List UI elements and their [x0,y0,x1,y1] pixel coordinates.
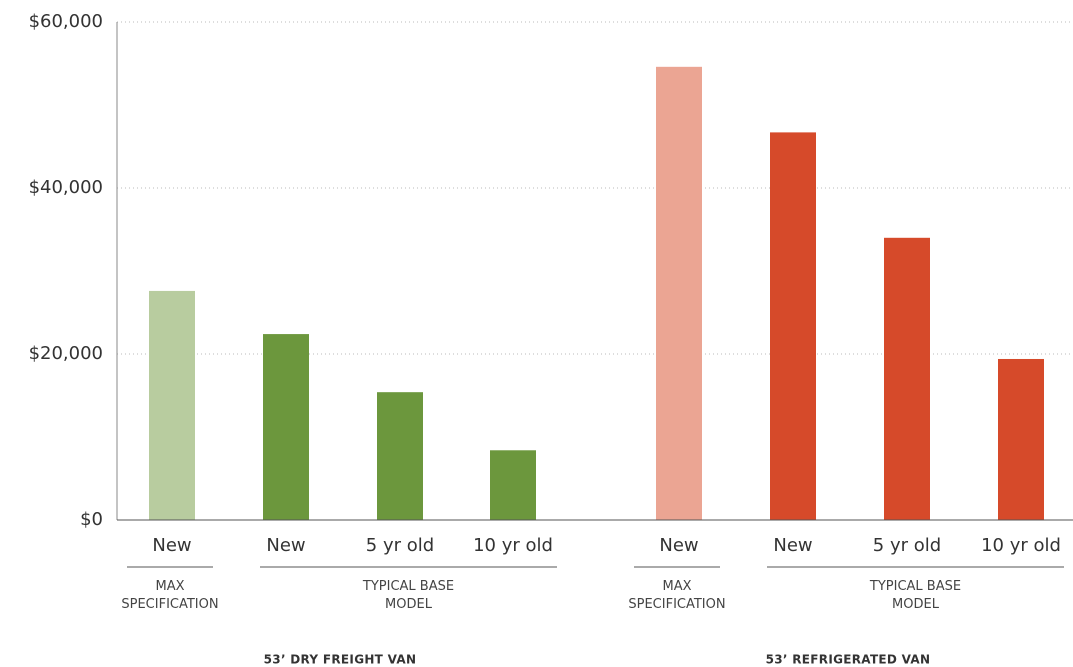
bar [998,358,1044,520]
subgroup-label: MAX SPECIFICATION [121,579,219,612]
subgroup-label-box: MAX SPECIFICATION [628,579,726,612]
x-tick-label: New [773,535,812,556]
subgroup-label: MAX SPECIFICATION [628,579,726,612]
bar [149,290,195,520]
bar [490,450,536,520]
subgroup-label-box: TYPICAL BASE MODEL [362,579,455,612]
x-tick-label: 5 yr old [873,535,941,556]
bar [884,237,930,521]
y-tick-label: $0 [80,509,103,530]
x-tick-label: New [152,535,191,556]
subgroup-label-box: MAX SPECIFICATION [121,579,219,612]
x-tick-label: 10 yr old [473,535,553,556]
subgroup-label: TYPICAL BASE MODEL [869,579,962,612]
x-tick-label: New [266,535,305,556]
subgroup-label-box: TYPICAL BASE MODEL [869,579,962,612]
y-tick-label: $40,000 [29,177,103,198]
y-tick-label: $60,000 [29,11,103,32]
group-label: 53’ REFRIGERATED VAN [766,653,931,667]
bar [656,66,702,520]
group-label: 53’ DRY FREIGHT VAN [264,653,417,667]
bar [377,392,423,520]
x-tick-label: New [659,535,698,556]
x-tick-label: 5 yr old [366,535,434,556]
bar [770,132,816,520]
x-tick-label: 10 yr old [981,535,1061,556]
subgroup-label: TYPICAL BASE MODEL [362,579,455,612]
y-tick-label: $20,000 [29,343,103,364]
bar [263,334,309,520]
